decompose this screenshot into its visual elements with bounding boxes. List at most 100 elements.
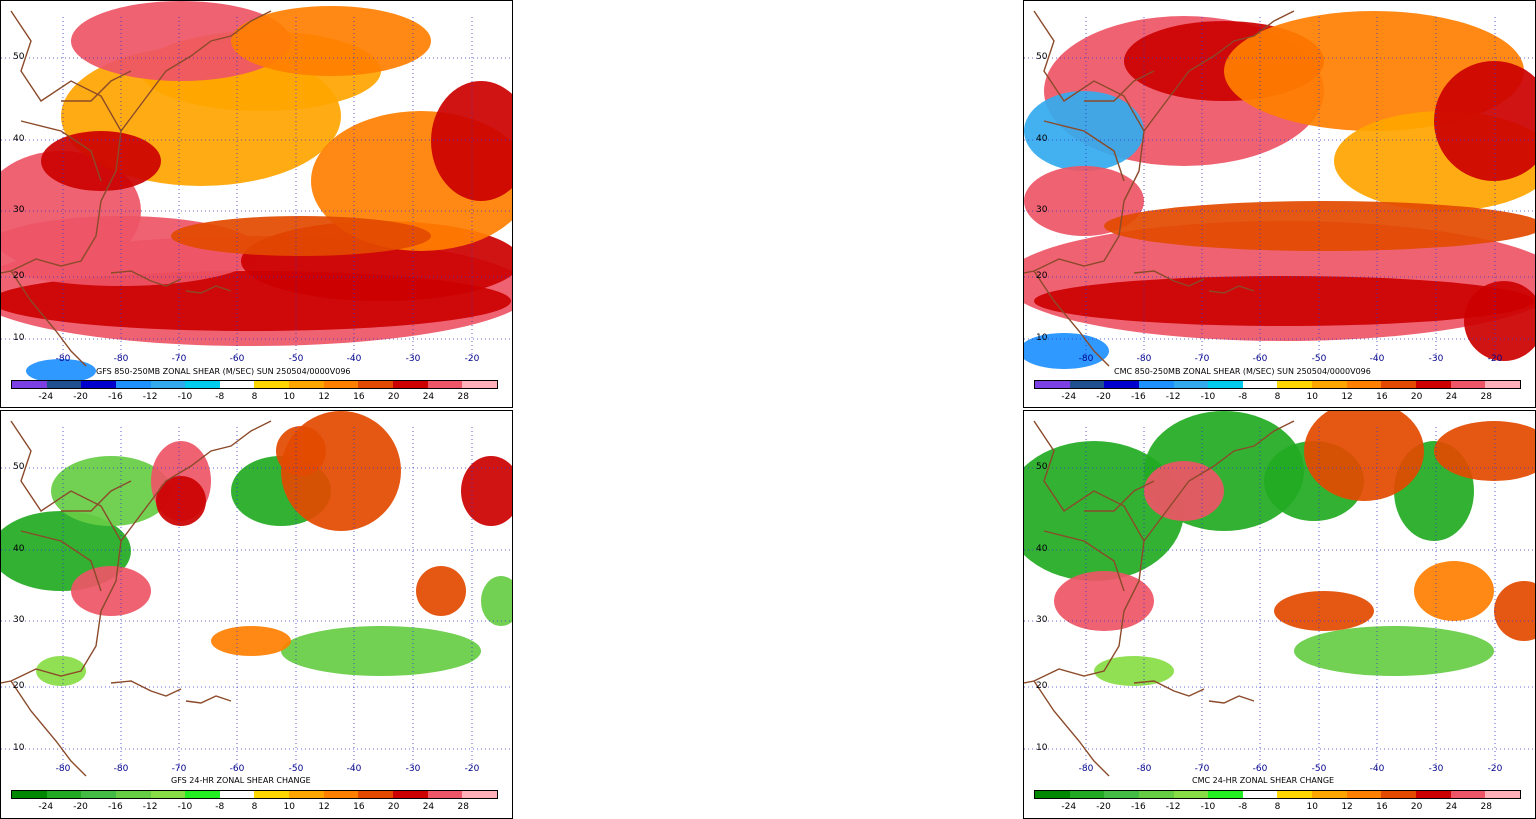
lat-label: 10: [13, 743, 25, 753]
colorbar-label: 28: [457, 802, 469, 812]
colorbar-label: 20: [1410, 392, 1423, 402]
shear-contour: [461, 456, 512, 526]
colorbar-swatch: [1450, 791, 1486, 798]
coastline: [1143, 10, 1295, 132]
colorbar-swatch: [462, 791, 497, 798]
lon-label: -70: [1194, 354, 1210, 364]
shear-contour: [1304, 411, 1424, 501]
shear-contour: [171, 216, 431, 256]
colorbar-label: 24: [422, 392, 435, 402]
colorbar-label: -24: [1061, 392, 1077, 402]
lat-label: 10: [1036, 333, 1048, 343]
colorbar-label: 28: [1480, 392, 1492, 402]
colorbar-label: 16: [1376, 802, 1388, 812]
coastline: [61, 480, 132, 512]
colorbar-label: 20: [387, 392, 400, 402]
colorbar-label: -20: [73, 392, 88, 402]
colorbar-label: 24: [422, 802, 435, 812]
lat-label: 40: [13, 544, 25, 554]
colorbar-swatch: [358, 381, 394, 388]
colorbar-swatch: [150, 381, 186, 388]
shear-contour: [1414, 561, 1494, 621]
lat-label: 40: [13, 134, 25, 144]
colorbar-label: -24: [38, 392, 54, 402]
colorbar-swatch: [1416, 791, 1451, 798]
colorbar-label: 20: [387, 802, 400, 812]
lon-label: -60: [229, 354, 245, 364]
colorbar-label: -20: [1096, 802, 1111, 812]
colorbar-label: -24: [1061, 802, 1077, 812]
colorbar-label: -16: [1130, 392, 1146, 402]
colorbar-label: -8: [1238, 802, 1248, 812]
lat-label: 50: [13, 462, 25, 472]
coastline: [1084, 70, 1155, 102]
colorbar-label: 16: [1376, 392, 1388, 402]
colorbar-swatch: [427, 381, 463, 388]
coastline: [20, 530, 102, 592]
lat-label: 30: [1036, 205, 1048, 215]
shear-contour: [1434, 421, 1535, 481]
colorbar-label: -8: [1238, 392, 1248, 402]
colorbar-label: -10: [1200, 392, 1216, 402]
map-title: CMC 24-HR ZONAL SHEAR CHANGE: [1192, 776, 1335, 785]
coastline: [1, 420, 122, 684]
lon-label: -20: [464, 354, 480, 364]
lat-label: 30: [1036, 615, 1048, 625]
change-map-gfs: [1, 411, 512, 777]
colorbar-swatch: [219, 791, 255, 798]
shear-contour: [1024, 166, 1144, 236]
lon-label: -40: [346, 354, 362, 364]
coastline: [1043, 530, 1125, 592]
colorbar-label: 10: [1306, 802, 1319, 812]
colorbar-label: -20: [1096, 392, 1111, 402]
shear-contour: [36, 656, 86, 686]
shear-contour: [26, 359, 96, 383]
colorbar-swatch: [1277, 791, 1313, 798]
colorbar-label: 28: [457, 392, 469, 402]
shear-map-cmc: [1024, 10, 1535, 369]
lon-label: -80: [113, 764, 129, 774]
colorbar-label: 8: [1274, 802, 1281, 812]
lon-label: -30: [1428, 764, 1444, 774]
colorbar: [1034, 790, 1521, 799]
colorbar-swatch: [1069, 381, 1105, 388]
colorbar-swatch: [427, 791, 463, 798]
lat-label: 50: [13, 52, 25, 62]
colorbar-swatch: [115, 791, 151, 798]
coastline: [10, 680, 87, 777]
colorbar-swatch: [1312, 791, 1347, 798]
lon-label: -70: [171, 354, 187, 364]
shear-contour: [416, 566, 466, 616]
colorbar-swatch: [323, 381, 359, 388]
shear-contour: [41, 131, 161, 191]
coastline: [10, 270, 87, 367]
lat-label: 20: [1036, 681, 1048, 691]
coastline: [1208, 285, 1255, 294]
lon-label: -80: [113, 354, 129, 364]
colorbar-swatch: [462, 381, 497, 388]
colorbar-swatch: [1035, 381, 1070, 388]
coastline: [120, 10, 272, 132]
shear-contour: [1494, 581, 1535, 641]
coastline: [1043, 120, 1125, 182]
colorbar-label: 16: [353, 802, 365, 812]
colorbar-swatch: [289, 791, 324, 798]
colorbar-label: -10: [1200, 802, 1216, 812]
colorbar-swatch: [1069, 791, 1105, 798]
colorbar-label: 20: [1410, 802, 1423, 812]
lat-label: 50: [1036, 462, 1048, 472]
colorbar-label: 10: [283, 802, 296, 812]
colorbar-swatch: [1208, 791, 1243, 798]
shear-contour: [1034, 276, 1534, 326]
colorbar-label: -12: [1165, 392, 1181, 402]
colorbar-label: 8: [251, 392, 258, 402]
coastline: [1143, 420, 1295, 542]
colorbar-swatch: [185, 791, 220, 798]
shear-contour: [431, 81, 512, 201]
lon-label: -80: [55, 354, 71, 364]
colorbar-label: 16: [353, 392, 365, 402]
colorbar-swatch: [219, 381, 255, 388]
map-title: GFS 850-250MB ZONAL SHEAR (M/SEC) SUN 25…: [96, 367, 351, 376]
colorbar-swatch: [1242, 381, 1278, 388]
colorbar-swatch: [1416, 381, 1451, 388]
